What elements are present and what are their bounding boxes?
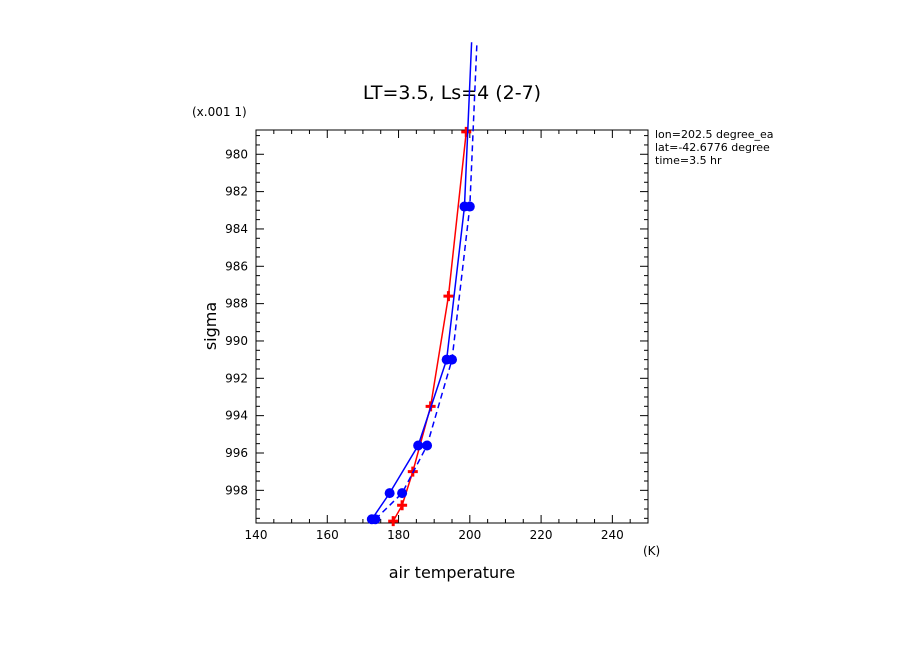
x-tick-label: 220 <box>530 528 553 542</box>
x-unit-label: (K) <box>643 544 660 558</box>
chart-title: LT=3.5, Ls=4 (2-7) <box>363 82 541 104</box>
y-tick-label: 982 <box>225 185 248 199</box>
axes-group: 140 160 180 200 220 240 980 982 984 986 988 990 992 9… <box>225 130 649 542</box>
y-tick-label: 994 <box>225 409 248 423</box>
y-tick-label: 998 <box>225 483 248 497</box>
info-lat: lat=-42.6776 degree <box>655 141 770 154</box>
y-tick-label: 988 <box>225 297 248 311</box>
data-point-circle <box>370 514 381 525</box>
data-point-circle <box>464 201 475 212</box>
data-point-plus <box>443 291 454 302</box>
x-tick-label: 240 <box>601 528 624 542</box>
data-point-plus <box>461 126 472 137</box>
y-tick-label: 986 <box>225 259 248 273</box>
info-time: time=3.5 hr <box>655 154 722 167</box>
y-tick-label: 980 <box>225 147 248 161</box>
marks-group <box>366 42 478 527</box>
data-point-circle <box>413 440 424 451</box>
y-tick-label: 996 <box>225 446 248 460</box>
x-tick-label: 200 <box>458 528 481 542</box>
y-tick-label: 992 <box>225 371 248 385</box>
data-point-circle <box>447 354 457 365</box>
x-tick-label: 180 <box>387 528 410 542</box>
y-axis-label: sigma <box>201 302 220 350</box>
x-tick-label: 140 <box>245 528 268 542</box>
y-tick-label: 990 <box>225 334 248 348</box>
series-line <box>374 42 478 520</box>
info-lon: lon=202.5 degree_ea <box>655 128 774 141</box>
x-axis-label: air temperature <box>389 563 515 582</box>
data-point-circle <box>397 488 408 499</box>
x-tick-label: 160 <box>316 528 339 542</box>
data-point-circle <box>422 440 433 451</box>
data-point-circle <box>384 488 395 499</box>
data-point-plus <box>388 516 399 527</box>
series-line <box>371 42 473 520</box>
plot-frame <box>255 129 649 524</box>
y-scale-note: (x.001 1) <box>192 105 247 119</box>
y-tick-label: 984 <box>225 222 248 236</box>
data-point-plus <box>397 500 408 511</box>
